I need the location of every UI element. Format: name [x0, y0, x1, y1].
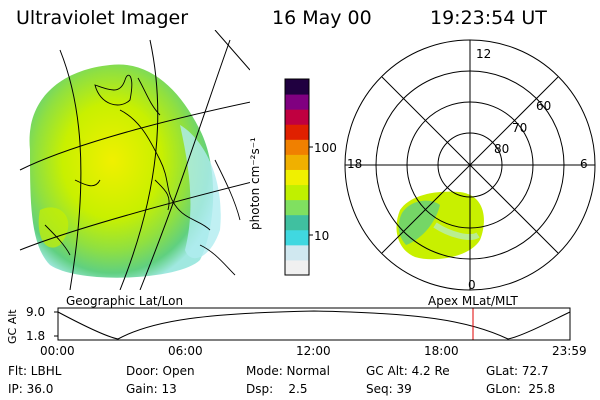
x-tick-1800: 18:00: [424, 344, 459, 358]
info-gain: Gain: 13: [126, 382, 177, 396]
info-ip: IP: 36.0: [8, 382, 54, 396]
orbit-altitude-plot: [54, 307, 571, 341]
altitude-curve: [57, 310, 571, 340]
y-tick-min: 1.8: [26, 329, 46, 343]
mlt-label-12: 12: [476, 47, 492, 61]
info-seq: Seq: 39: [366, 382, 412, 396]
x-tick-2359: 23:59: [552, 344, 587, 358]
x-tick-0600: 06:00: [168, 344, 203, 358]
colorbar-cell: [285, 244, 309, 261]
mlt-label-18: 18: [347, 157, 363, 171]
date-label: 16 May 00: [272, 7, 372, 29]
colorbar-cell: [285, 184, 309, 201]
colorbar: [284, 78, 313, 276]
colorbar-cell: [285, 124, 309, 140]
instrument-title: Ultraviolet Imager: [16, 7, 189, 29]
colorbar-cell: [285, 259, 309, 276]
info-glon: GLon: 25.8: [486, 382, 556, 396]
colorbar-cell: [285, 229, 309, 246]
info-flt: Flt: LBHL: [8, 364, 62, 378]
colorbar-tick-100: 100: [314, 141, 337, 155]
colorbar-cell: [285, 139, 309, 155]
x-tick-1200: 12:00: [296, 344, 331, 358]
y-tick-max: 9.0: [26, 305, 46, 319]
lat-label-70: 70: [512, 121, 528, 135]
lat-label-80: 80: [494, 142, 510, 156]
colorbar-cell: [285, 109, 309, 125]
polar-plot: [344, 39, 596, 291]
info-door: Door: Open: [126, 364, 195, 378]
colorbar-cell: [285, 154, 309, 170]
geographic-caption: Geographic Lat/Lon: [66, 294, 184, 308]
polar-caption: Apex MLat/MLT: [428, 294, 518, 308]
time-label: 19:23:54 UT: [430, 7, 547, 29]
colorbar-label: photon cm⁻²s⁻¹: [248, 137, 262, 230]
colorbar-cell: [285, 79, 309, 95]
info-glat: GLat: 72.7: [486, 364, 549, 378]
colorbar-cell: [285, 169, 309, 186]
colorbar-tick-10: 10: [314, 229, 330, 243]
colorbar-cell: [285, 214, 309, 231]
aurora-region: [29, 64, 214, 278]
colorbar-cell: [285, 94, 309, 110]
mlt-label-0: 0: [468, 278, 476, 292]
info-dsp: Dsp: 2.5: [246, 382, 308, 396]
x-tick-0000: 00:00: [40, 344, 75, 358]
lat-label-60: 60: [536, 99, 552, 113]
geographic-image: [19, 30, 250, 290]
info-gc-alt: GC Alt: 4.2 Re: [366, 364, 450, 378]
gc-alt-axis-label: GC Alt: [6, 309, 19, 344]
colorbar-cell: [285, 199, 309, 216]
mlt-label-6: 6: [580, 157, 588, 171]
info-mode: Mode: Normal: [246, 364, 330, 378]
